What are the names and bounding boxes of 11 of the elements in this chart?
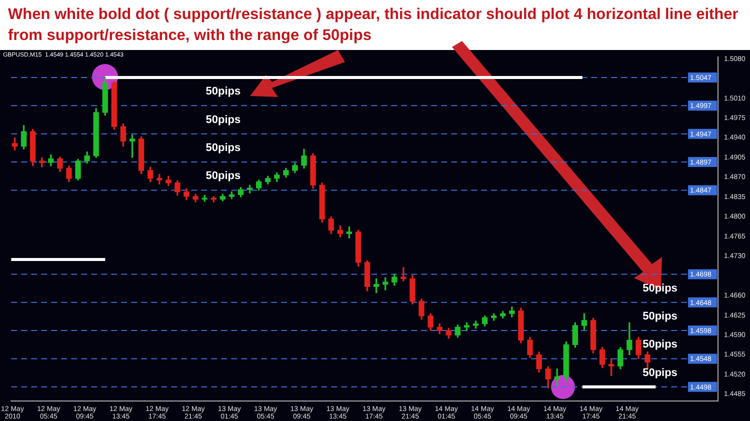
annotation: 50pips (642, 366, 678, 379)
annotation: 50pips (206, 170, 241, 182)
annotation: 50pips (206, 142, 241, 154)
annotation: 50pips (642, 338, 678, 351)
chart-title: When white bold dot ( support/resistance ) appear, this indicator should plot 4 horizontal line either from support/resistance, with the range of 50pips (8, 5, 740, 46)
candlestick (400, 267, 406, 282)
annotation: 50pips (642, 282, 678, 294)
annotation: 50pips (206, 114, 241, 126)
annotation: 50pips (642, 310, 678, 322)
candlestick (202, 194, 208, 202)
annotation: 50pips (206, 86, 241, 98)
